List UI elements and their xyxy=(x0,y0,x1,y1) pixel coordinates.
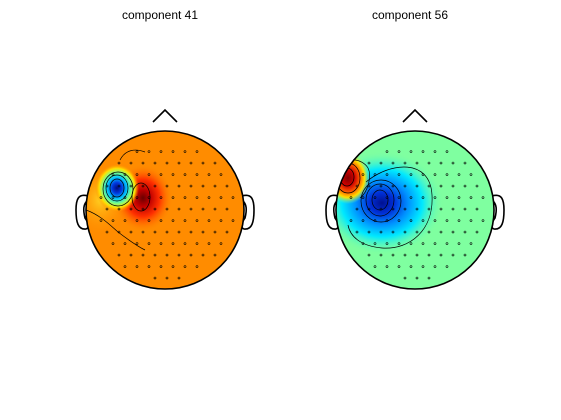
topoplot-panel-1: component 41 xyxy=(20,0,300,420)
scalp-map xyxy=(320,125,500,295)
topoplot-panel-2: component 56 xyxy=(270,0,550,420)
scalp-map xyxy=(72,120,250,295)
negative-blue-blob xyxy=(320,151,444,255)
nose-icon xyxy=(153,110,177,122)
topoplot-svg xyxy=(20,0,300,420)
topoplot-svg xyxy=(270,0,550,420)
nose-icon xyxy=(403,110,427,122)
negative-blue-blob xyxy=(95,164,139,212)
